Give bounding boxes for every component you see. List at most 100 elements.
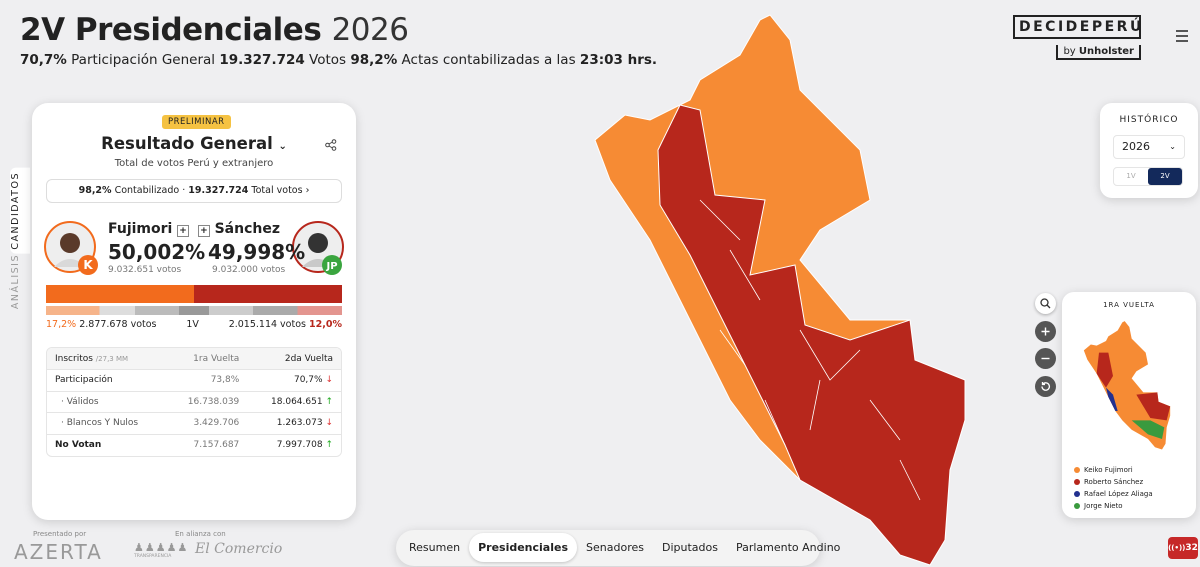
status-badge: PRELIMINAR [162,115,231,129]
minimap-green [1131,420,1165,440]
td: · Válidos [47,390,167,413]
td: 18.064.651 ↑ [247,390,341,413]
legend-item: Jorge Nieto [1074,500,1153,512]
brand-by: by [1063,46,1076,57]
footer-label: Presentado por [33,530,87,538]
brand-sub: by Unholster [1056,45,1141,60]
zoom-out[interactable] [1035,348,1056,369]
candidate-photo: K [44,221,98,275]
stat-label: Participación General [71,52,216,68]
menu-icon[interactable] [1175,30,1189,42]
search-button[interactable] [1035,293,1056,314]
arrow-up: ↑ [325,396,333,407]
first-round-row: 17,2% 2.877.678 votos 1V 2.015.114 votos… [46,319,342,330]
first-round-bar [46,306,342,315]
minimap-legend: Keiko Fujimori Roberto Sánchez Rafael Ló… [1074,464,1153,512]
candidate-votes: 9.032.000 votos [212,265,286,275]
legend-item: Rafael López Aliaga [1074,488,1153,500]
nav-tab[interactable]: Presidenciales [469,533,578,562]
brand-name: DECIDEPERÚ [1013,15,1141,39]
count-value: 19.327.724 [188,185,249,196]
legend-text: Roberto Sánchez [1084,478,1144,486]
nav-tab[interactable]: Resumen [409,541,461,554]
zoom-in[interactable] [1035,321,1056,342]
td: 16.738.039 [166,390,248,413]
year-value: 2026 [1122,140,1150,153]
table-row: · Blancos Y Nulos 3.429.706 1.263.073 ↓ [47,412,341,434]
minimap-card: 1RA VUELTA Keiko Fujimori Roberto Sánche… [1062,292,1196,518]
partner-logo[interactable]: El Comercio [195,541,283,557]
td-text: 18.064.651 [271,396,323,407]
nav-tab[interactable]: Diputados [661,541,718,554]
table: Inscritos /27,3 MM 1ra Vuelta 2da Vuelta P… [47,348,341,456]
count-label: Contabilizado [114,185,180,196]
fr-votes: 2.877.678 votos [79,319,157,330]
td-text: 70,7% [293,375,323,386]
table-row: · Válidos 16.738.039 18.064.651 ↑ [47,390,341,413]
td-text: 7.997.708 [276,440,323,450]
peru-map[interactable] [580,10,980,567]
minus-icon [1041,357,1050,360]
fr-pct: 17,2% [46,319,77,330]
legend-text: Jorge Nieto [1084,502,1123,510]
stats-line: 70,7% Participación General 19.327.724 V… [20,52,657,68]
live-badge[interactable]: ((•))32 [1168,537,1198,559]
candidate-pct: 49,998% [208,240,306,264]
brand-logo[interactable]: DECIDEPERÚ by Unholster [1013,15,1141,60]
minimap[interactable] [1082,320,1172,450]
candidate-photo: JP [292,221,344,275]
minimap-title: 1RA VUELTA [1103,301,1155,309]
th: Inscritos /27,3 MM [47,348,166,370]
title-year: 2026 [331,12,409,48]
title-text: 2V Presidenciales [20,12,322,48]
brand-company: Unholster [1078,46,1134,57]
candidate-votes: 9.032.651 votos [108,265,182,275]
panel-title[interactable]: Resultado General ⌄ [101,134,287,153]
year-select[interactable]: 2026 ⌄ [1113,135,1185,159]
share-icon[interactable] [325,139,337,151]
candidate-pct: 50,002% [108,240,206,264]
reset-view[interactable] [1035,376,1056,397]
count-bar[interactable]: 98,2% Contabilizado · 19.327.724 Total v… [46,179,342,203]
table-row: Participación 73,8% 70,7% ↓ [47,369,341,391]
side-tab[interactable]: ANÁLISIS [10,254,21,310]
stat-value: 19.327.724 [219,52,305,68]
historico-card: HISTÓRICO 2026 ⌄ 1V 2V [1100,103,1198,198]
svg-text:K: K [83,258,93,272]
arrow-down: ↓ [325,375,333,386]
map-region-red[interactable] [657,104,966,566]
td: Participación [47,369,167,391]
round-option[interactable]: 2V [1148,168,1182,185]
stat-value: 98,2% [350,52,398,68]
legend-item: Roberto Sánchez [1074,476,1153,488]
stat-label: Votos [309,52,347,68]
count-value: 98,2% [78,185,112,196]
th-text: Inscritos [55,353,93,364]
map-borders [699,199,921,501]
td: 73,8% [166,369,248,391]
live-count: 32 [1185,543,1198,553]
nav-tab[interactable]: Senadores [586,541,644,554]
nav-tab[interactable]: Parlamento Andino [735,541,841,554]
side-tab[interactable]: CANDIDATOS [10,168,30,254]
count-label: Total votos [251,185,303,196]
sponsor-logo[interactable]: AZERTA [14,540,103,564]
stats-table: Inscritos /27,3 MM 1ra Vuelta 2da Vuelta P… [46,347,342,457]
search-icon [1040,298,1051,309]
fr-votes: 2.015.114 votos [228,319,306,330]
stat-value: 23:03 hrs. [579,52,658,68]
td-text: 1.263.073 [276,418,323,429]
partner-text: TRANSPARENCIA [134,554,172,559]
round-option[interactable]: 1V [1126,172,1136,180]
legend-text: Rafael López Aliaga [1084,490,1153,498]
td: 3.429.706 [166,412,248,434]
legend-item: Keiko Fujimori [1074,464,1153,476]
td: No Votan [47,433,167,456]
panel-subtitle: Total de votos Perú y extranjero [114,158,274,169]
bar-sanchez [194,285,342,303]
bar-fujimori [46,285,194,303]
legend-text: Keiko Fujimori [1084,466,1133,474]
partner-logo[interactable]: ♟♟♟♟♟ TRANSPARENCIA [134,541,189,559]
fr-label: 1V [186,319,199,330]
